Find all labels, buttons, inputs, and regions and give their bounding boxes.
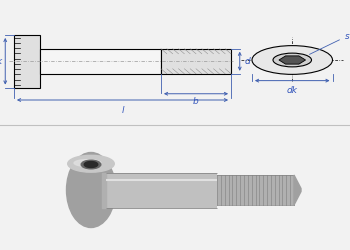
Text: k: k: [0, 57, 2, 66]
Circle shape: [273, 53, 312, 67]
Ellipse shape: [81, 160, 101, 169]
Circle shape: [252, 46, 332, 74]
Polygon shape: [294, 175, 301, 205]
FancyBboxPatch shape: [106, 172, 217, 208]
Text: l: l: [121, 106, 124, 115]
Bar: [14, 35, 40, 88]
Bar: [217, 175, 294, 205]
Ellipse shape: [66, 152, 116, 228]
Text: dk: dk: [287, 86, 298, 94]
Ellipse shape: [84, 162, 98, 168]
Bar: [40, 49, 161, 74]
Text: d: d: [245, 57, 251, 66]
Text: b: b: [193, 98, 199, 106]
Ellipse shape: [68, 155, 114, 172]
Polygon shape: [279, 56, 306, 64]
Text: s: s: [309, 32, 350, 54]
Bar: [161, 49, 231, 74]
Ellipse shape: [74, 160, 101, 166]
